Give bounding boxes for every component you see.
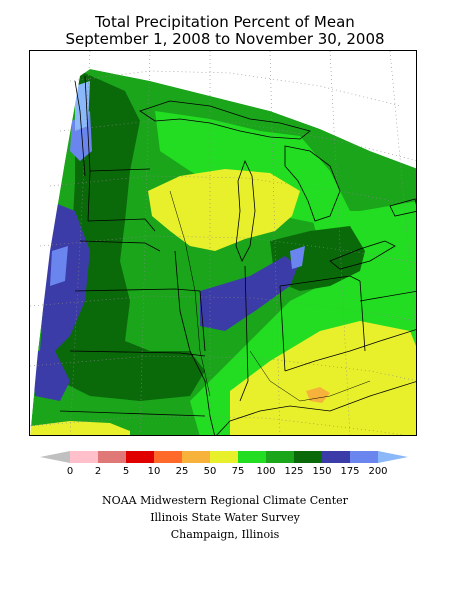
lake-superior — [139, 100, 311, 140]
no-data-region — [30, 51, 416, 435]
lake-ontario — [389, 198, 416, 217]
legend-swatch-75-100 — [238, 451, 266, 463]
legend-swatch-2-5 — [98, 451, 126, 463]
legend-swatch-150-175 — [322, 451, 350, 463]
rivers — [169, 190, 371, 402]
legend-tick-label: 50 — [203, 466, 217, 477]
precip-fill-layer — [30, 69, 416, 435]
map-date-range: September 1, 2008 to November 30, 2008 — [65, 30, 385, 48]
lake-michigan — [235, 159, 256, 262]
credit-survey: Illinois State Water Survey — [150, 511, 300, 524]
legend-swatch-25-50 — [182, 451, 210, 463]
legend-tick-label: 125 — [284, 466, 304, 477]
legend-below-min-arrow — [40, 451, 70, 463]
zone-150-175-in — [290, 246, 305, 269]
zone-150-175-sw — [30, 351, 70, 401]
zone-50-75-ohio — [230, 321, 416, 435]
zone-175-200-w — [50, 246, 68, 286]
legend-swatch-5-10 — [126, 451, 154, 463]
legend-swatch-175-200 — [350, 451, 378, 463]
legend-swatch-100-125 — [266, 451, 294, 463]
legend-tick-label: 75 — [231, 466, 245, 477]
legend-swatch-10-25 — [154, 451, 182, 463]
zone-75-100-north — [155, 111, 350, 226]
legend-tick-label: 175 — [340, 466, 360, 477]
legend-swatch-0-2 — [70, 451, 98, 463]
zone-150-175-il — [200, 256, 298, 331]
color-legend — [40, 451, 408, 463]
graticule — [30, 51, 416, 435]
legend-tick-label: 200 — [368, 466, 388, 477]
legend-tick-label: 150 — [312, 466, 332, 477]
zone-50-75-wisconsin — [148, 169, 300, 251]
legend-swatch-50-75 — [210, 451, 238, 463]
lake-erie — [329, 240, 396, 270]
legend-tick-label: 2 — [94, 466, 102, 477]
state-boundaries — [59, 75, 416, 435]
great-lakes — [139, 100, 416, 270]
credit-organization: NOAA Midwestern Regional Climate Center — [102, 494, 348, 507]
legend-tick-label: 100 — [256, 466, 276, 477]
legend-tick-label: 5 — [122, 466, 130, 477]
legend-tick-label: 10 — [147, 466, 161, 477]
lake-huron — [284, 145, 341, 222]
legend-tick-label: 0 — [66, 466, 74, 477]
legend-above-max-arrow — [378, 451, 408, 463]
zone-50-75-sw — [30, 421, 130, 435]
legend-swatch-125-150 — [294, 451, 322, 463]
credit-location: Champaign, Illinois — [170, 528, 280, 541]
legend-tick-label: 25 — [175, 466, 189, 477]
map-title: Total Precipitation Percent of Mean — [95, 13, 355, 31]
precipitation-map — [29, 50, 417, 436]
